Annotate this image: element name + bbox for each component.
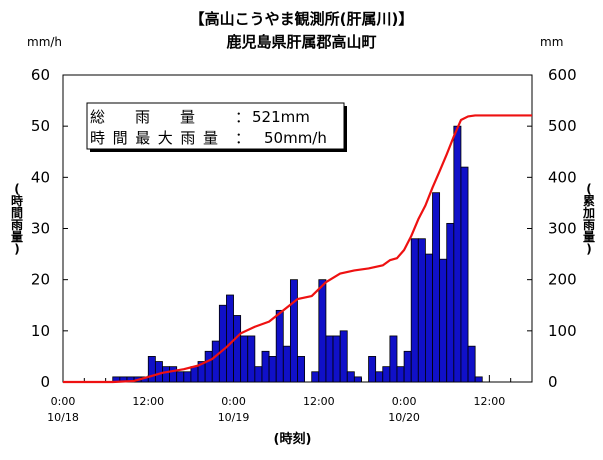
left-axis-unit: mm/h xyxy=(27,35,63,49)
rain-bar xyxy=(311,371,320,383)
x-tick-label-time: 12:00 xyxy=(132,395,164,408)
rain-bar xyxy=(261,350,270,383)
x-axis-label: (時刻) xyxy=(274,431,312,447)
rain-bar xyxy=(467,345,476,383)
rain-bar xyxy=(154,361,163,383)
rain-bar xyxy=(176,371,185,383)
left-tick-label: 50 xyxy=(31,117,50,135)
summary-total-value: 521mm xyxy=(252,108,310,126)
x-tick-label-date: 10/20 xyxy=(388,411,420,424)
rain-bar xyxy=(368,356,377,383)
rain-bar xyxy=(289,279,298,383)
rain-bar xyxy=(233,315,242,383)
summary-box xyxy=(86,102,345,150)
rain-bar xyxy=(410,238,419,383)
right-tick-label: 300 xyxy=(548,220,577,238)
x-tick-label-time: 0:00 xyxy=(392,395,417,408)
left-tick-label: 30 xyxy=(31,220,50,238)
rain-bar xyxy=(218,304,227,383)
rain-bar xyxy=(446,222,455,383)
rain-bar xyxy=(382,366,391,383)
right-tick-label: 200 xyxy=(548,271,577,289)
rain-bar xyxy=(275,309,284,383)
rain-bar xyxy=(325,335,334,383)
rain-bar xyxy=(460,166,469,383)
x-tick-label-time: 0:00 xyxy=(221,395,246,408)
right-axis-unit: mm xyxy=(540,35,564,49)
rain-bar xyxy=(147,356,156,383)
rain-bar xyxy=(240,335,249,383)
right-tick-label: 600 xyxy=(548,66,577,84)
x-tick-label-time: 12:00 xyxy=(474,395,506,408)
rain-bar xyxy=(453,125,462,383)
rain-bar xyxy=(403,350,412,383)
rain-bar xyxy=(318,279,327,383)
rain-bar xyxy=(474,376,483,383)
rain-bar xyxy=(332,335,341,383)
rain-bar xyxy=(346,371,355,383)
rain-bar xyxy=(254,366,263,383)
x-tick-label-time: 0:00 xyxy=(51,395,76,408)
left-tick-label: 40 xyxy=(31,168,50,186)
x-tick-label-date: 10/19 xyxy=(218,411,250,424)
chart-title-location: 鹿児島県肝属郡高山町 xyxy=(226,33,377,51)
chart-title-station: 【高山こうやま観測所(肝属川)】 xyxy=(189,10,414,28)
right-tick-label: 0 xyxy=(548,373,558,391)
left-axis-label: (時間雨量) xyxy=(10,182,23,256)
summary-max-value: 50mm/h xyxy=(264,129,327,147)
summary-colon: ： xyxy=(235,108,250,126)
rain-bar xyxy=(439,258,448,383)
right-axis-label: (累加雨量) xyxy=(582,182,595,256)
rain-bar xyxy=(268,356,277,383)
left-tick-label: 10 xyxy=(31,322,50,340)
cumulative-line xyxy=(63,114,532,384)
left-tick-label: 20 xyxy=(31,271,50,289)
rain-bar xyxy=(396,366,405,383)
rain-bar xyxy=(162,366,170,383)
x-tick-label-time: 12:00 xyxy=(303,395,335,408)
rain-bar xyxy=(375,371,384,383)
rain-bar xyxy=(226,294,234,383)
summary-colon: ： xyxy=(235,129,250,147)
rain-bar xyxy=(425,253,433,383)
right-tick-label: 400 xyxy=(548,168,577,186)
rain-bar xyxy=(389,335,398,383)
left-tick-label: 0 xyxy=(40,373,50,391)
rain-bar xyxy=(339,330,348,383)
rain-bar xyxy=(204,350,213,383)
rain-bar xyxy=(211,340,220,383)
summary-total-label: 総 雨 量 xyxy=(90,108,195,126)
rain-bar xyxy=(353,376,362,383)
rain-bar xyxy=(432,192,441,383)
rain-bar xyxy=(183,371,192,383)
rain-bar xyxy=(297,356,306,383)
rain-bar xyxy=(282,345,291,383)
rain-bar xyxy=(169,366,178,383)
left-tick-label: 60 xyxy=(31,66,50,84)
rain-bar xyxy=(417,238,426,383)
rain-bar xyxy=(247,335,256,383)
right-tick-label: 500 xyxy=(548,117,577,135)
rain-bar xyxy=(190,366,199,383)
right-tick-label: 100 xyxy=(548,322,577,340)
x-tick-label-date: 10/18 xyxy=(47,411,79,424)
